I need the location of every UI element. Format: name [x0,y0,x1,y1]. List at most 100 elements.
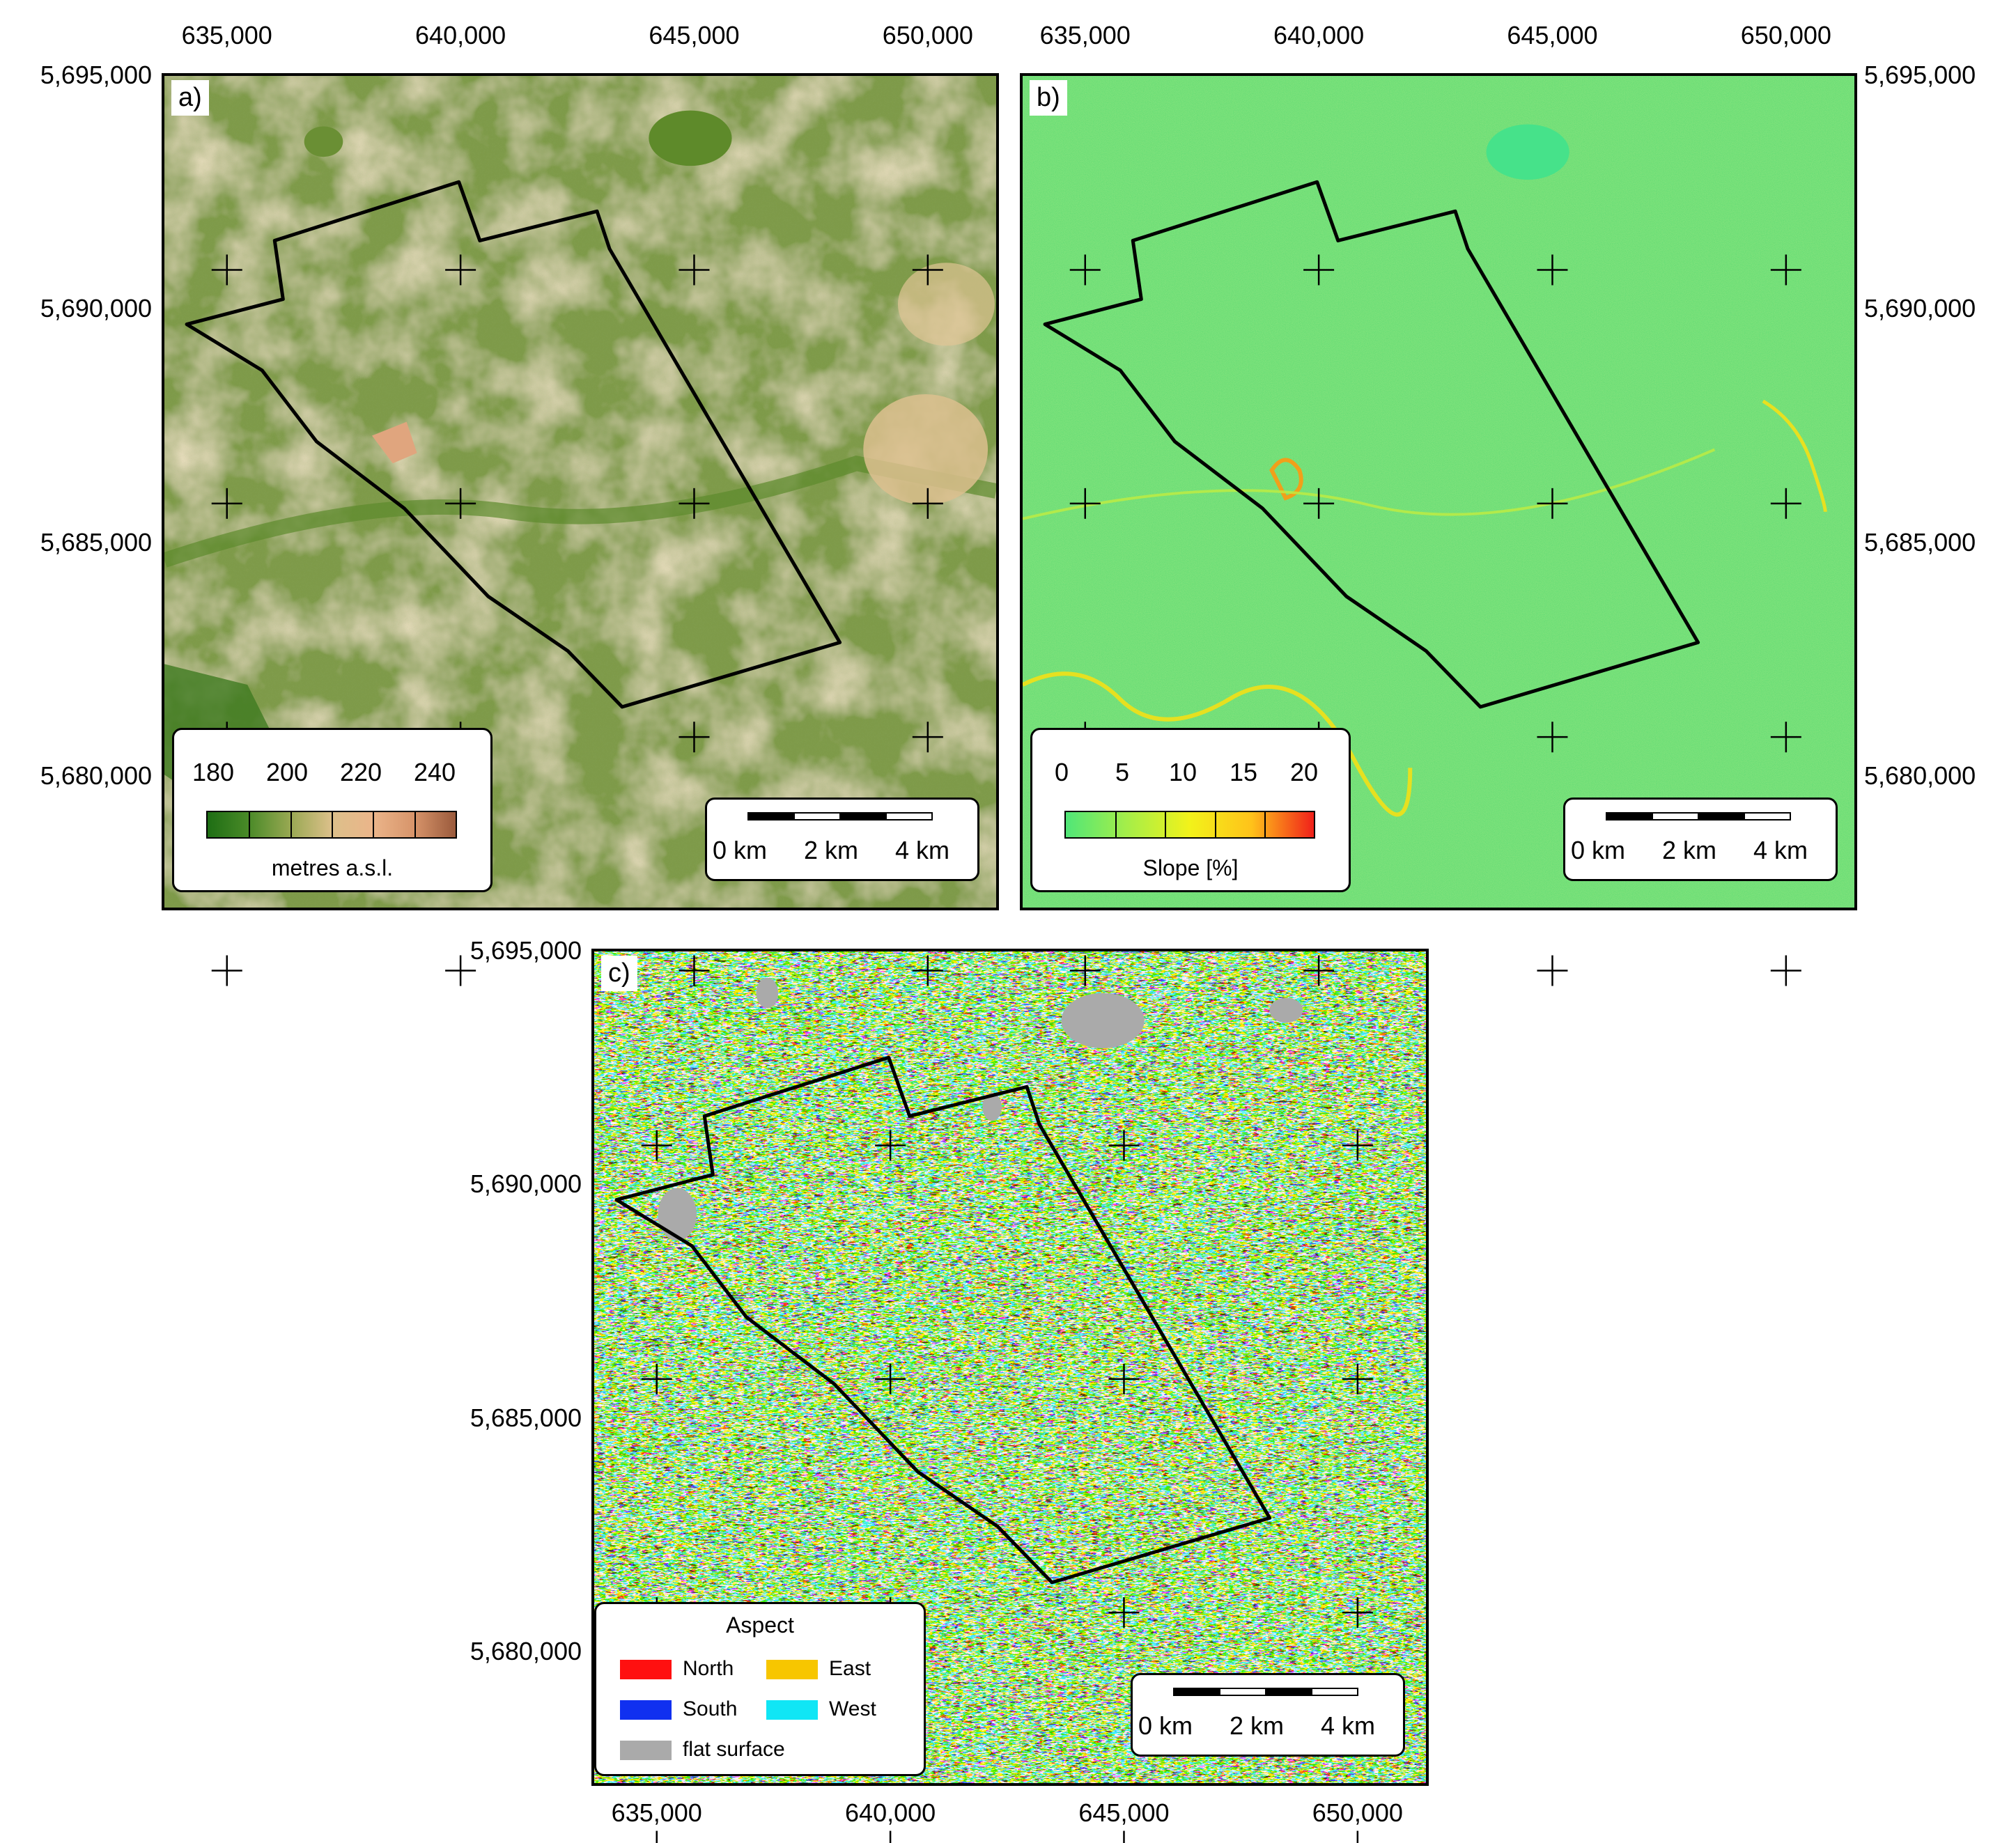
colorbar-divider [373,812,375,837]
colorbar-tick-label: 20 [1289,758,1319,786]
aspect-flat-4 [1269,997,1303,1023]
x-tick-label: 635,000 [1039,21,1131,49]
aspect-swatch-west [766,1700,818,1720]
aspect-flat-1 [1061,993,1145,1049]
slope-valley-edge [1023,448,1716,520]
scalebar-segment [1699,814,1745,819]
scalebar-segment [1312,1689,1357,1695]
y-tick-label: 5,685,000 [40,527,152,557]
scalebar-segment [1220,1689,1266,1695]
scalebar-label: 0 km [1138,1711,1193,1740]
slope-pit-edge [1269,458,1303,501]
scalebar-bar [1606,812,1791,821]
scalebar-label: 2 km [804,836,859,864]
aspect-legend-label: West [829,1697,876,1720]
colorbar-tick-label: 15 [1229,758,1258,786]
colorbar-divider [1115,812,1117,837]
slope-ridge-1 [1023,671,1413,817]
x-tick-label: 635,000 [611,1798,702,1827]
dem-highland-1 [863,394,988,505]
aspect-flat-5 [982,1093,1002,1121]
aspect-swatch-east [766,1660,818,1679]
x-tick-label: 645,000 [649,21,740,49]
aspect-legend-label: North [683,1657,734,1680]
x-tick-label: 640,000 [415,21,506,49]
x-tick-label: 640,000 [1273,21,1365,49]
scalebar-bar [1173,1688,1358,1696]
dem-lake-1 [649,110,732,166]
colorbar-tick-label: 0 [1054,758,1069,786]
aspect-swatch-flat-surface [620,1741,672,1760]
y-tick-label: 5,685,000 [1864,527,1976,557]
x-tick-label: 650,000 [1740,21,1831,49]
y-tick-label: 5,695,000 [470,936,582,965]
scalebar-segment [841,814,887,819]
colorbar-tick-label: 200 [265,758,309,786]
scalebar-segment [795,814,841,819]
panel-a-label: a) [171,80,209,116]
panel-c-aspect-legend: Aspect North East South West flat surface [594,1602,926,1776]
study-area-outline [614,1055,1272,1585]
colorbar-divider [414,812,416,837]
aspect-legend-label: flat surface [683,1738,785,1761]
slope-colorbar [1064,811,1315,839]
scalebar-label: 4 km [1753,836,1808,864]
scalebar-label: 4 km [895,836,950,864]
dem-highland-2 [897,263,995,346]
x-tick-label: 650,000 [882,21,973,49]
colorbar-tick-label: 220 [339,758,382,786]
colorbar-tick-label: 240 [413,758,456,786]
dem-valley [164,455,996,568]
elevation-legend-title: metres a.s.l. [271,855,394,880]
y-tick-label: 5,690,000 [1864,294,1976,323]
x-tick-label: 650,000 [1312,1798,1403,1827]
y-tick-label: 5,690,000 [40,294,152,323]
y-tick-label: 5,680,000 [40,761,152,791]
scalebar: 0 km 2 km 4 km [705,798,979,881]
scalebar: 0 km 2 km 4 km [1131,1673,1405,1757]
scalebar-label: 0 km [1571,836,1626,864]
scalebar-segment [749,814,795,819]
aspect-swatch-north [620,1660,672,1679]
colorbar-divider [290,812,292,837]
slope-ridge-2 [1762,399,1827,513]
study-area-outline [185,180,842,709]
scalebar-segment [1653,814,1699,819]
y-tick-label: 5,695,000 [1864,61,1976,89]
panel-a-elevation-legend: 180 200 220 240 metres a.s.l. [172,728,493,892]
y-tick-label: 5,680,000 [470,1637,582,1666]
panel-c-label: c) [601,956,637,991]
scalebar-label: 2 km [1662,836,1717,864]
colorbar-divider [249,812,251,837]
scalebar-bar [747,812,933,821]
y-tick-label: 5,690,000 [470,1169,582,1199]
scalebar-segment [1174,1689,1220,1695]
study-area-outline [1043,180,1700,709]
scalebar-segment [1745,814,1790,819]
y-tick-label: 5,685,000 [470,1403,582,1432]
colorbar-divider [1214,812,1216,837]
aspect-legend-label: East [829,1657,871,1680]
aspect-swatch-south [620,1700,672,1720]
aspect-flat-3 [756,977,779,1009]
scalebar-segment [1266,1689,1312,1695]
aspect-legend-label: South [683,1697,738,1720]
scalebar-label: 2 km [1230,1711,1285,1740]
x-tick-label: 645,000 [1507,21,1598,49]
x-tick-label: 640,000 [845,1798,936,1827]
slope-legend-title: Slope [%] [1142,855,1239,880]
dem-pit [372,421,417,464]
x-tick-label: 635,000 [181,21,272,49]
aspect-legend-title: Aspect [726,1612,794,1638]
scalebar: 0 km 2 km 4 km [1563,798,1838,881]
y-tick-label: 5,680,000 [1864,761,1976,791]
scalebar-segment [887,814,931,819]
aspect-flat-2 [658,1188,697,1241]
colorbar-divider [1165,812,1167,837]
y-tick-label: 5,695,000 [40,61,152,89]
panel-b-slope-legend: 0 5 10 15 20 Slope [%] [1030,728,1351,892]
colorbar-tick-label: 10 [1168,758,1197,786]
colorbar-tick-label: 180 [192,758,235,786]
elevation-colorbar [206,811,457,839]
